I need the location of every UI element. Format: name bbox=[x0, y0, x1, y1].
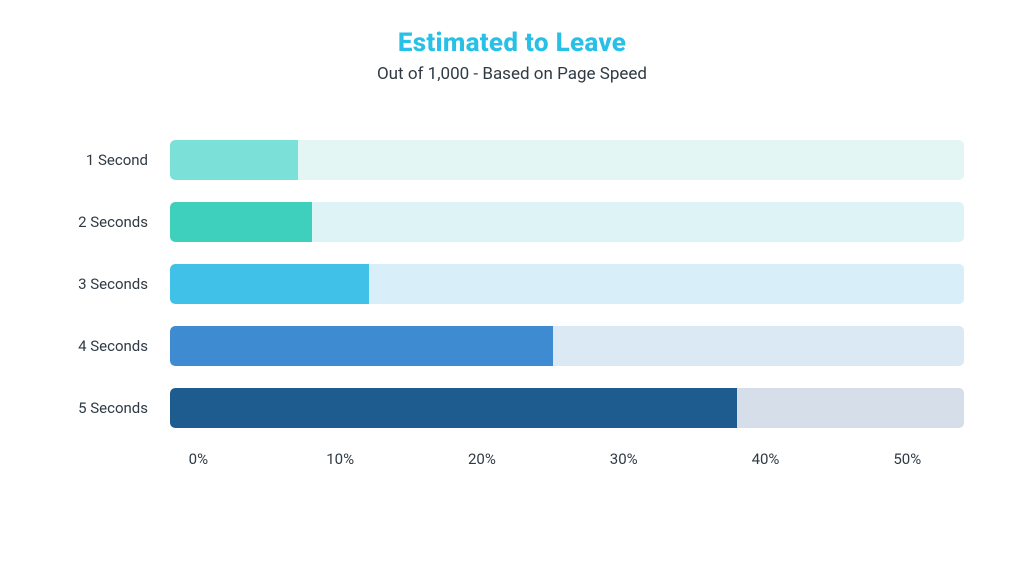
bar-track bbox=[170, 140, 964, 180]
x-tick: 40% bbox=[752, 450, 780, 468]
x-tick: 30% bbox=[610, 450, 638, 468]
bar-track bbox=[170, 264, 964, 304]
x-tick: 0% bbox=[189, 450, 208, 468]
category-label: 2 Seconds bbox=[60, 213, 170, 231]
bar-fill bbox=[170, 202, 312, 242]
bar-track bbox=[170, 388, 964, 428]
bar-row: 4 Seconds bbox=[170, 326, 964, 366]
page-speed-bounce-chart: Estimated to Leave Out of 1,000 - Based … bbox=[0, 0, 1024, 576]
bar-row: 3 Seconds bbox=[170, 264, 964, 304]
bar-fill bbox=[170, 326, 553, 366]
bar-track bbox=[170, 202, 964, 242]
bar-row: 5 Seconds bbox=[170, 388, 964, 428]
x-tick: 10% bbox=[326, 450, 354, 468]
bar-fill bbox=[170, 140, 298, 180]
chart-subtitle: Out of 1,000 - Based on Page Speed bbox=[60, 64, 964, 84]
category-label: 3 Seconds bbox=[60, 275, 170, 293]
x-tick: 50% bbox=[893, 450, 921, 468]
bar-row: 1 Second bbox=[170, 140, 964, 180]
chart-title: Estimated to Leave bbox=[60, 28, 964, 58]
bar-fill bbox=[170, 388, 737, 428]
x-axis: 0% 10% 20% 30% 40% 50% bbox=[170, 450, 964, 478]
bar-row: 2 Seconds bbox=[170, 202, 964, 242]
bar-fill bbox=[170, 264, 369, 304]
category-label: 5 Seconds bbox=[60, 399, 170, 417]
category-label: 4 Seconds bbox=[60, 337, 170, 355]
category-label: 1 Second bbox=[60, 151, 170, 169]
x-tick: 20% bbox=[468, 450, 496, 468]
bar-track bbox=[170, 326, 964, 366]
chart-plot-area: 1 Second 2 Seconds 3 Seconds 4 Seconds 5 Sec… bbox=[170, 140, 964, 478]
